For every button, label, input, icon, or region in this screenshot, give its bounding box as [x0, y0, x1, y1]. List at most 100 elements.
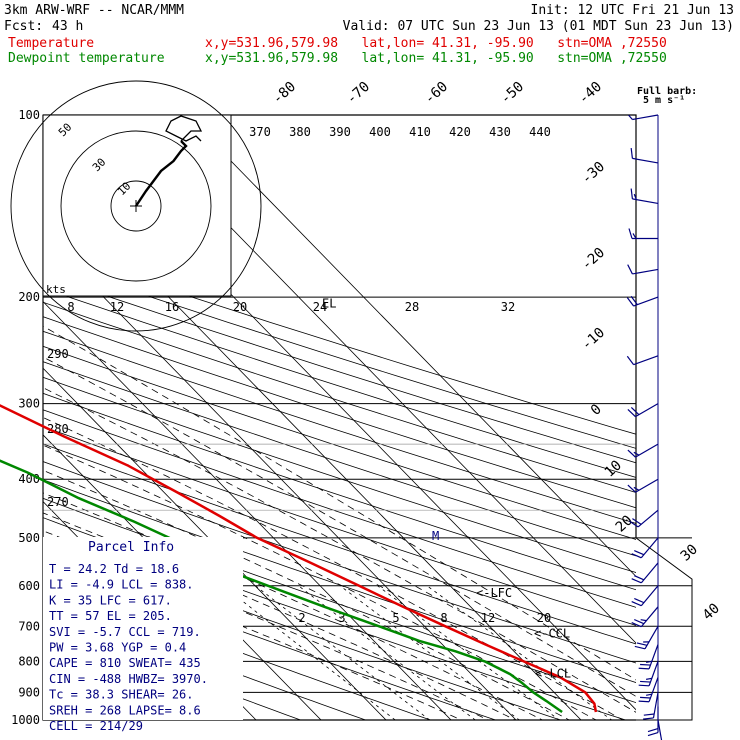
dry-adiabat: [43, 497, 636, 704]
wind-barb-flag: [630, 188, 633, 199]
wind-barb-flag: [633, 486, 640, 491]
parcel-info-row: LI = -4.9 LCL = 838.: [49, 578, 194, 592]
wind-barb-flag: [628, 228, 633, 239]
wind-barb: [638, 677, 659, 703]
dry-adiabat: [43, 409, 636, 608]
pressure-label: 100: [18, 108, 40, 122]
wind-barb: [647, 706, 659, 737]
wind-barb-flag: [647, 731, 659, 737]
parcel-info-bg: [43, 537, 243, 720]
isotherm-label: -40: [576, 79, 606, 108]
theta-label: 280: [47, 422, 69, 436]
mixing-ratio-line: [377, 585, 560, 720]
wind-barb-flag: [640, 619, 647, 622]
wind-barb-flag: [626, 355, 635, 366]
dewpoint-legend: Dewpoint temperature: [8, 51, 165, 66]
isotherm-label: 20: [613, 512, 636, 535]
mixing-ratio-label: 12: [110, 300, 124, 314]
parcel-info-row: CIN = -488 HWBZ= 3970.: [49, 672, 208, 686]
isotherm-label: 40: [700, 600, 723, 623]
pressure-label: 200: [18, 290, 40, 304]
wind-barb-flag: [640, 696, 651, 699]
wind-barb-staff: [648, 661, 659, 687]
isotherm-label: -50: [498, 79, 528, 108]
wind-barb-staff: [635, 443, 659, 458]
wind-barb-flag: [630, 147, 633, 159]
dry-adiabat: [43, 479, 636, 683]
parcel-info-row: SVI = -5.7 CCL = 719.: [49, 625, 201, 639]
dry-adiabat: [43, 345, 636, 540]
wind-barb-flag: [646, 677, 652, 680]
wind-barb-flag: [643, 717, 654, 720]
parcel-info-row: T = 24.2 Td = 18.6: [49, 562, 179, 576]
mixing-ratio-label: 5: [392, 611, 399, 625]
wind-barb-staff: [640, 606, 659, 628]
isotherm-label: -20: [579, 245, 609, 274]
wind-barb-flag: [627, 449, 636, 458]
wind-barb: [626, 295, 659, 307]
parcel-info-row: PW = 3.68 YGP = 0.4: [49, 641, 186, 655]
wind-barb-staff: [632, 198, 659, 204]
wind-barb-flag: [630, 295, 638, 306]
wind-barb-flag: [631, 622, 642, 628]
wind-barb-flag: [631, 553, 642, 559]
pressure-label: 300: [18, 397, 40, 411]
theta-label: 290: [47, 347, 69, 361]
wind-barb-flag: [631, 601, 642, 607]
mixing-ratio-label: 8: [67, 300, 74, 314]
wind-barb-flag: [628, 114, 633, 120]
pressure-label: 1000: [11, 713, 40, 727]
wind-barb: [630, 147, 659, 164]
dry-adiabat: [43, 600, 367, 720]
isotherm-label: -30: [579, 159, 609, 188]
wind-barb-staff: [633, 296, 659, 307]
dry-adiabat: [43, 316, 636, 509]
theta-label: 390: [329, 125, 351, 139]
wind-barb-staff: [648, 677, 659, 702]
barb-legend: Full barb:5 m s⁻¹: [637, 86, 697, 106]
wind-barb-flag: [632, 233, 637, 239]
wind-barb-flag: [646, 660, 652, 664]
dry-adiabat: [43, 443, 636, 645]
theta-label: 410: [409, 125, 431, 139]
pressure-label: 900: [18, 685, 40, 699]
wind-barb-flag: [633, 451, 640, 456]
wind-barb-staff: [632, 114, 659, 121]
wind-barb-staff: [648, 644, 659, 670]
isotherm-line: [43, 300, 452, 720]
dry-adiabat: [43, 287, 636, 478]
wind-barb-staff: [632, 268, 659, 275]
mixing-ratio-label: 20: [537, 611, 551, 625]
mixing-ratio-label: 3: [338, 611, 345, 625]
wind-barb-flag: [634, 618, 645, 625]
wind-barb: [631, 562, 659, 584]
wind-barb-staff: [635, 403, 659, 418]
level-label-lfc: <-LFC: [476, 586, 512, 600]
dry-adiabat: [43, 301, 636, 493]
wind-barb: [628, 114, 659, 121]
wind-barb-staff: [640, 585, 659, 607]
wind-barb-flag: [636, 642, 648, 646]
temperature-line: [0, 404, 598, 713]
wind-barb-flag: [643, 713, 655, 716]
moist-adiabat: [43, 417, 624, 720]
theta-label: 270: [47, 495, 69, 509]
level-label-ccl: <-CCL: [534, 626, 570, 640]
barb-legend-title: Full barb:: [637, 86, 697, 97]
pressure-label: 700: [18, 619, 40, 633]
wind-barb-flag: [646, 693, 652, 696]
wind-barb-staff: [637, 509, 659, 528]
hodograph-unit: kts: [46, 283, 66, 296]
mixing-ratio-label: 12: [481, 611, 495, 625]
mixing-ratio-label: 8: [440, 611, 447, 625]
wind-barb-flag: [632, 518, 642, 525]
moist-adiabat: [43, 512, 517, 720]
dry-adiabat: [43, 330, 636, 524]
wind-barb-flag: [631, 578, 642, 584]
dewpoint-location: x,y=531.96,579.98 lat,lon= 41.31, -95.90…: [205, 51, 667, 66]
dry-adiabat: [43, 426, 636, 626]
wind-barb: [631, 537, 659, 559]
wind-barb-staff: [652, 692, 659, 719]
